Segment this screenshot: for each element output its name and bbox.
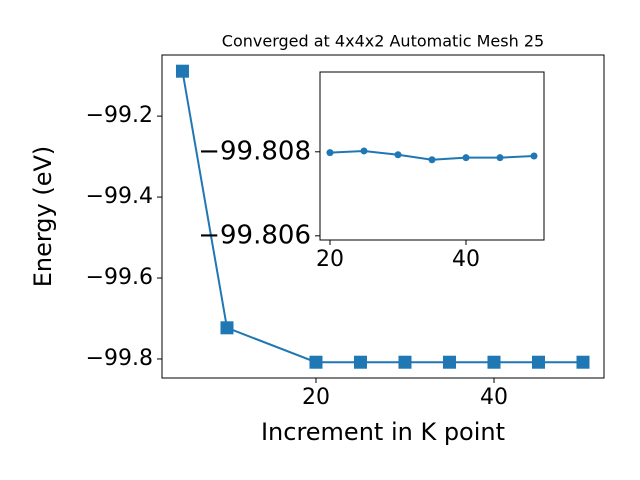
axes-frame <box>319 71 545 241</box>
marker <box>394 151 402 159</box>
marker <box>309 355 323 369</box>
y-tick-label: −99.8 <box>86 346 153 371</box>
marker <box>360 147 368 155</box>
marker <box>353 355 367 369</box>
marker <box>576 355 590 369</box>
marker <box>220 321 234 335</box>
y-tick-label: −99.806 <box>198 220 311 250</box>
y-axis-label: Energy (eV) <box>29 146 57 288</box>
marker <box>487 355 501 369</box>
marker <box>531 355 545 369</box>
y-tick-label: −99.6 <box>86 265 153 290</box>
marker <box>428 156 436 164</box>
x-tick-label: 40 <box>480 385 508 410</box>
marker <box>442 355 456 369</box>
marker <box>530 152 538 160</box>
plot-area <box>320 72 544 240</box>
y-tick-label: −99.2 <box>86 103 153 128</box>
x-tick-label: 20 <box>302 385 330 410</box>
x-axis-label: Increment in K point <box>261 418 505 446</box>
marker <box>175 64 189 78</box>
marker <box>496 154 504 162</box>
x-tick-label: 40 <box>452 247 480 272</box>
y-tick-label: −99.808 <box>198 136 311 166</box>
marker <box>326 149 334 157</box>
y-tick-label: −99.4 <box>86 184 153 209</box>
marker <box>398 355 412 369</box>
axes-frame <box>161 54 605 379</box>
marker <box>462 154 470 162</box>
x-tick-label: 20 <box>316 247 344 272</box>
chart-title: Converged at 4x4x2 Automatic Mesh 25 <box>222 32 544 51</box>
